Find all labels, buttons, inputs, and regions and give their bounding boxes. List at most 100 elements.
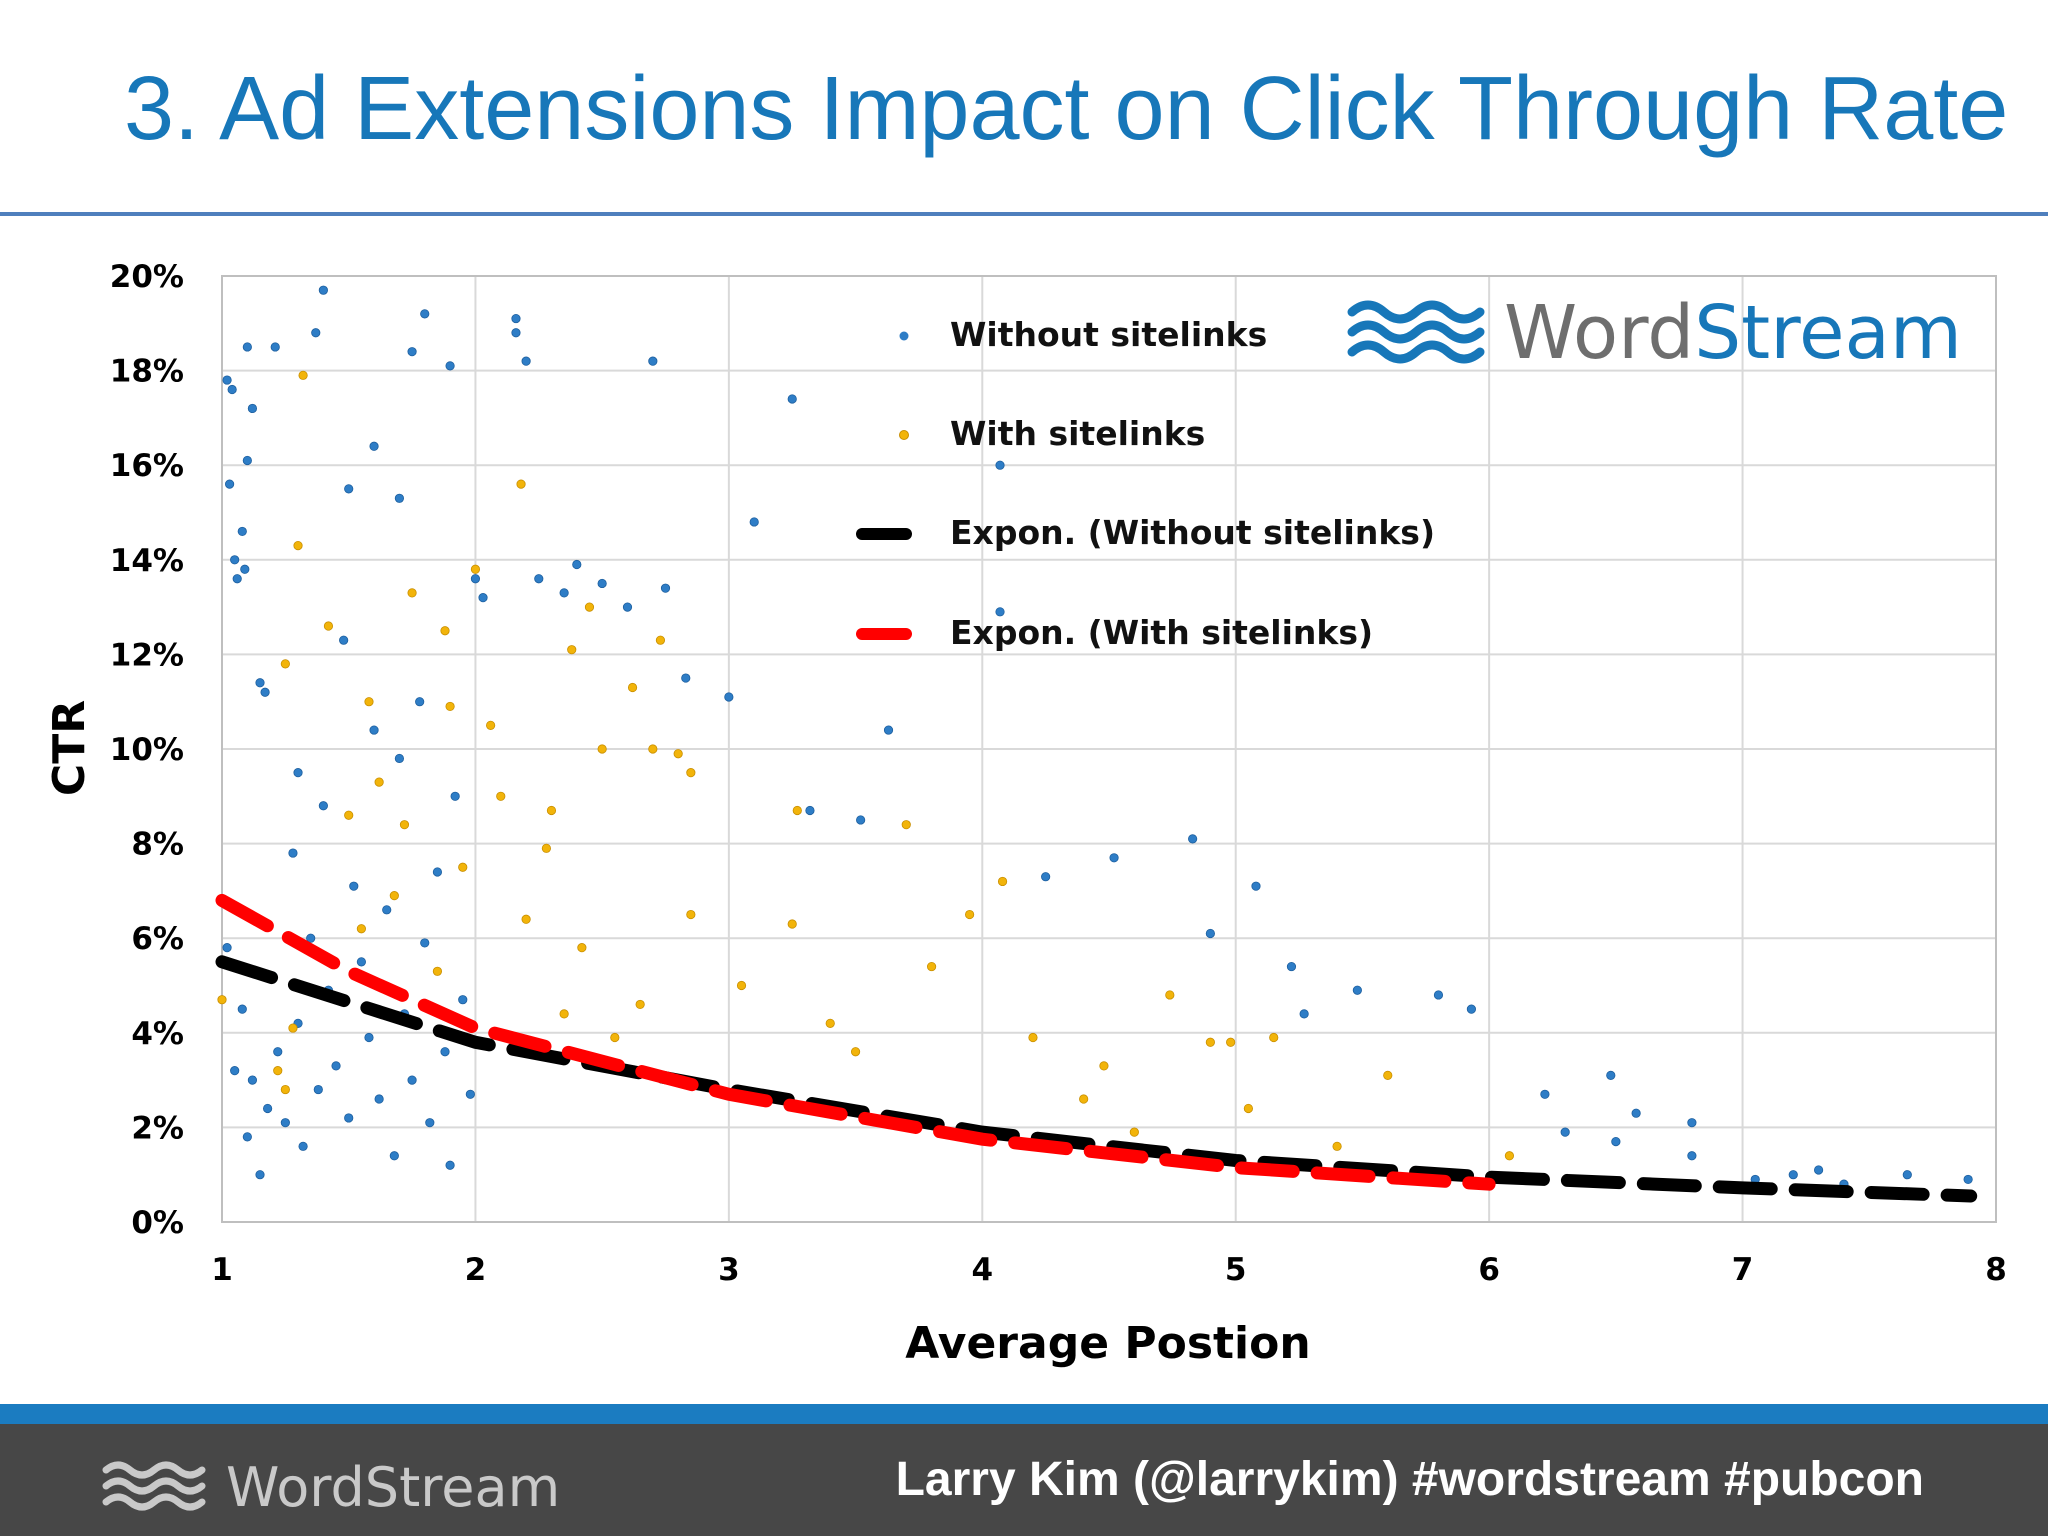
point-with-sitelinks (673, 749, 683, 759)
footer-accent-band (0, 1404, 2048, 1424)
watermark-word: Word (1504, 290, 1694, 376)
point-with-sitelinks (399, 820, 410, 830)
x-tick-label: 8 (1985, 1252, 2007, 1288)
point-without-sitelinks (432, 867, 443, 877)
point-without-sitelinks (445, 361, 455, 371)
point-with-sitelinks (825, 1018, 835, 1028)
point-without-sitelinks (805, 805, 815, 816)
x-tick-labels: 1 2 3 4 5 6 7 8 (211, 1252, 2007, 1288)
point-without-sitelinks (445, 1160, 455, 1170)
point-without-sitelinks (622, 602, 633, 612)
point-without-sitelinks (648, 356, 658, 366)
point-with-sitelinks (559, 1009, 569, 1019)
point-without-sitelinks (311, 328, 321, 338)
point-without-sitelinks (232, 574, 242, 584)
point-without-sitelinks (856, 815, 866, 825)
legend-label-trend-with: Expon. (With sitelinks) (950, 613, 1373, 652)
point-without-sitelinks (394, 493, 404, 503)
point-with-sitelinks (787, 919, 797, 929)
legend-marker-with (899, 430, 909, 440)
point-without-sitelinks (356, 957, 366, 967)
point-with-sitelinks (356, 924, 366, 934)
point-with-sitelinks (323, 621, 334, 631)
point-without-sitelinks (1041, 872, 1051, 882)
point-without-sitelinks (1788, 1170, 1798, 1180)
point-without-sitelinks (1687, 1151, 1697, 1161)
point-with-sitelinks (486, 720, 496, 730)
point-without-sitelinks (344, 484, 354, 494)
y-tick-labels: 0% 2% 4% 6% 8% 10% 12% 14% 16% 18% 20% (110, 259, 184, 1241)
point-without-sitelinks (1814, 1165, 1824, 1175)
point-with-sitelinks (597, 744, 607, 754)
point-with-sitelinks (280, 1084, 290, 1095)
point-with-sitelinks (288, 1023, 298, 1033)
point-with-sitelinks (1269, 1032, 1279, 1043)
point-with-sitelinks (445, 701, 455, 712)
point-with-sitelinks (389, 891, 399, 901)
legend-label-without: Without sitelinks (950, 315, 1267, 354)
point-with-sitelinks (496, 791, 506, 801)
point-with-sitelinks (273, 1066, 283, 1076)
footer-bar: WordStream Larry Kim (@larrykim) #wordst… (0, 1424, 2048, 1536)
point-without-sitelinks (242, 342, 252, 352)
y-tick-label: 2% (131, 1110, 184, 1146)
point-with-sitelinks (648, 744, 658, 754)
y-tick-label: 0% (131, 1205, 184, 1241)
point-without-sitelinks (597, 578, 607, 589)
x-axis-label: Average Postion (905, 1318, 1310, 1369)
point-with-sitelinks (293, 541, 303, 551)
point-without-sitelinks (280, 1118, 290, 1128)
point-without-sitelinks (478, 593, 488, 603)
point-without-sitelinks (511, 313, 521, 324)
point-with-sitelinks (298, 370, 308, 380)
x-tick-label: 7 (1732, 1252, 1754, 1288)
point-without-sitelinks (237, 526, 247, 537)
trendline-without-sitelinks (215, 955, 1978, 1203)
point-without-sitelinks (1687, 1118, 1697, 1128)
point-with-sitelinks (458, 862, 468, 872)
point-without-sitelinks (389, 1151, 399, 1161)
point-with-sitelinks (850, 1047, 861, 1057)
point-without-sitelinks (511, 328, 521, 338)
point-without-sitelinks (1606, 1070, 1616, 1080)
point-without-sitelinks (247, 1075, 258, 1085)
point-without-sitelinks (339, 635, 349, 645)
point-without-sitelinks (450, 791, 460, 801)
footer-wave-icon (102, 1461, 206, 1511)
point-without-sitelinks (440, 1047, 450, 1057)
point-without-sitelinks (369, 725, 379, 735)
point-with-sitelinks (1243, 1103, 1253, 1114)
point-without-sitelinks (749, 517, 759, 527)
point-without-sitelinks (995, 460, 1005, 470)
legend-marker-without (899, 331, 909, 341)
y-tick-label: 4% (131, 1016, 184, 1052)
y-tick-label: 20% (110, 259, 184, 295)
point-with-sitelinks (1226, 1037, 1236, 1047)
point-without-sitelinks (260, 687, 270, 697)
point-with-sitelinks (541, 843, 551, 853)
point-without-sitelinks (1560, 1127, 1570, 1137)
legend-label-with: With sitelinks (950, 414, 1205, 453)
point-without-sitelinks (374, 1094, 384, 1104)
point-with-sitelinks (1205, 1037, 1215, 1047)
point-without-sitelinks (394, 753, 404, 764)
x-tick-label: 5 (1225, 1252, 1247, 1288)
point-without-sitelinks (465, 1089, 475, 1099)
point-with-sitelinks (1504, 1151, 1515, 1161)
point-without-sitelinks (240, 564, 250, 574)
svg-text:WordStream: WordStream (1504, 290, 1962, 376)
x-tick-label: 6 (1478, 1252, 1500, 1288)
point-without-sitelinks (288, 848, 298, 858)
point-with-sitelinks (1165, 990, 1175, 1000)
y-tick-label: 12% (110, 637, 184, 673)
point-without-sitelinks (1611, 1136, 1621, 1147)
point-with-sitelinks (432, 966, 443, 976)
point-with-sitelinks (686, 909, 696, 920)
point-without-sitelinks (1433, 990, 1444, 1000)
point-without-sitelinks (883, 725, 894, 735)
point-without-sitelinks (407, 347, 417, 357)
point-without-sitelinks (369, 441, 379, 451)
x-tick-label: 1 (211, 1252, 233, 1288)
y-tick-label: 18% (110, 354, 184, 390)
point-without-sitelinks (1631, 1108, 1641, 1118)
